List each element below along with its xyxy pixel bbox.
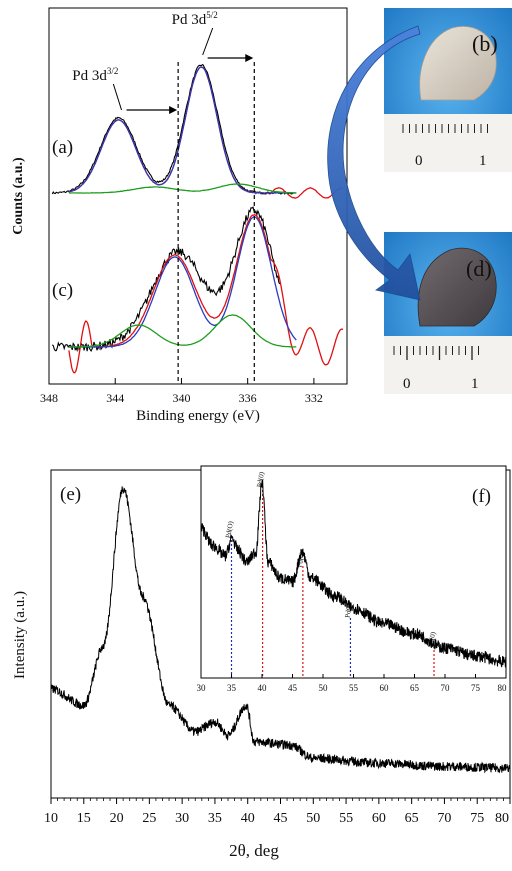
xps-tick-label-2: 340 <box>172 391 190 405</box>
ruler-d-label-0: 0 <box>403 376 411 392</box>
peak-label-0: Pd 3d3/2 <box>72 66 118 84</box>
xrd-pattern-line <box>51 486 510 774</box>
panel-label-c: (c) <box>52 280 73 301</box>
ruler-b-label-1: 1 <box>479 153 487 169</box>
xps-x-axis-label: Binding energy (eV) <box>136 408 260 424</box>
xps-panel: 348 344 340 336 332 Pd 3d3/2 Pd 3d5/2 (a) (c)… <box>11 7 348 424</box>
ruler-d <box>384 336 512 394</box>
panel-label-e: (e) <box>60 484 81 505</box>
xps-series-c-component-6 <box>68 216 297 348</box>
shift-arrow-head-0 <box>169 106 178 114</box>
xps-peak-labels: Pd 3d3/2 Pd 3d5/2 <box>72 10 254 114</box>
xps-series-c-fit-5 <box>68 213 344 374</box>
xps-series-a-component-3 <box>68 183 297 194</box>
curved-arrow <box>327 25 421 301</box>
panel-label-b: (b) <box>472 31 498 56</box>
inset-tick-label-3: 45 <box>288 683 298 693</box>
xps-reference-lines <box>177 62 255 384</box>
xps-tick-label-3: 336 <box>239 391 257 405</box>
peak-label-sup-1: 5/2 <box>206 10 218 20</box>
xps-tick-label-1: 344 <box>106 391 124 405</box>
inset-tick-label-9: 75 <box>471 683 481 693</box>
photo-d: 0 1 (d) <box>384 232 512 394</box>
panel-label-a: (a) <box>52 137 73 158</box>
xrd-tick-label-10: 60 <box>372 811 386 826</box>
xrd-tick-label-14: 80 <box>495 811 509 826</box>
xrd-y-axis-label: Intensity (a.u.) <box>12 591 28 679</box>
inset-tick-label-7: 65 <box>410 683 420 693</box>
xps-series-a-component-2 <box>68 66 297 194</box>
xrd-tick-label-7: 45 <box>274 811 288 826</box>
inset-x-ticks: 30 35 40 45 50 55 60 65 70 75 80 <box>197 674 508 693</box>
ruler-b <box>384 114 512 172</box>
xrd-tick-label-12: 70 <box>437 811 451 826</box>
inset-reflection-label-1: Pd(0) <box>255 471 266 488</box>
xrd-tick-label-4: 30 <box>175 811 189 826</box>
xrd-curve <box>51 486 510 774</box>
xrd-x-ticks: 10 15 20 25 30 35 40 45 50 55 60 65 70 75 80 <box>44 798 511 826</box>
inset-tick-label-4: 50 <box>319 683 329 693</box>
xrd-x-axis-label: 2θ, deg <box>229 841 279 860</box>
sample-before-stone <box>419 26 497 101</box>
xrd-tick-label-1: 15 <box>77 811 91 826</box>
inset-reflection-label-3: PdO <box>343 605 353 619</box>
xrd-tick-label-3: 25 <box>142 811 156 826</box>
xps-tick-label-4: 332 <box>305 391 323 405</box>
inset-pattern-line <box>201 480 506 668</box>
peak-pointer-1 <box>202 27 214 56</box>
inset-tick-label-10: 80 <box>498 683 508 693</box>
xrd-tick-label-6: 40 <box>241 811 255 826</box>
ruler-d-ticks <box>393 346 479 360</box>
sample-after-stone <box>417 247 497 327</box>
peak-pointer-0 <box>112 83 123 111</box>
inset-tick-label-5: 55 <box>349 683 359 693</box>
xrd-tick-label-11: 65 <box>405 811 419 826</box>
xps-series-c-component-7 <box>68 314 297 348</box>
xps-y-axis-label: Counts (a.u.) <box>11 157 26 235</box>
peak-label-sup-0: 3/2 <box>107 66 119 76</box>
xrd-tick-label-5: 35 <box>208 811 222 826</box>
inset-tick-label-6: 60 <box>380 683 390 693</box>
xps-series-a-raw-0 <box>51 64 295 195</box>
xrd-panel: 10 15 20 25 30 35 40 45 50 55 60 65 70 75 80 (e) 2θ, d… <box>12 465 511 860</box>
xrd-tick-label-8: 50 <box>306 811 320 826</box>
xrd-tick-label-2: 20 <box>110 811 124 826</box>
xps-curves <box>51 64 344 374</box>
inset-reflection-label-2: Pd(0) <box>296 551 307 568</box>
ruler-d-label-1: 1 <box>471 376 479 392</box>
inset-reflection-label-0: Pd(O) <box>224 520 235 539</box>
photo-b: 0 1 (b) <box>384 8 512 172</box>
xps-axes-frame <box>48 7 348 385</box>
panel-label-d: (d) <box>466 256 492 281</box>
inset-frame <box>200 465 507 679</box>
inset-curve <box>201 480 506 668</box>
xps-x-ticks: 348 344 340 336 332 <box>40 378 323 405</box>
photo-panels: 0 1 (b) 0 1 (d) <box>327 8 512 394</box>
xrd-tick-label-0: 10 <box>44 811 58 826</box>
shift-arrow-head-1 <box>245 54 254 62</box>
inset-tick-label-2: 40 <box>258 683 268 693</box>
inset-tick-label-0: 30 <box>197 683 207 693</box>
inset-tick-label-8: 70 <box>441 683 451 693</box>
ruler-b-label-0: 0 <box>415 153 423 169</box>
xrd-tick-label-9: 55 <box>339 811 353 826</box>
xps-series-a-fit-1 <box>68 66 344 199</box>
xrd-tick-label-13: 75 <box>470 811 484 826</box>
xps-tick-label-0: 348 <box>40 391 58 405</box>
peak-label-1: Pd 3d5/2 <box>172 10 218 28</box>
inset-tick-label-1: 35 <box>227 683 237 693</box>
panel-label-f: (f) <box>472 486 491 507</box>
ruler-b-ticks <box>402 124 488 133</box>
